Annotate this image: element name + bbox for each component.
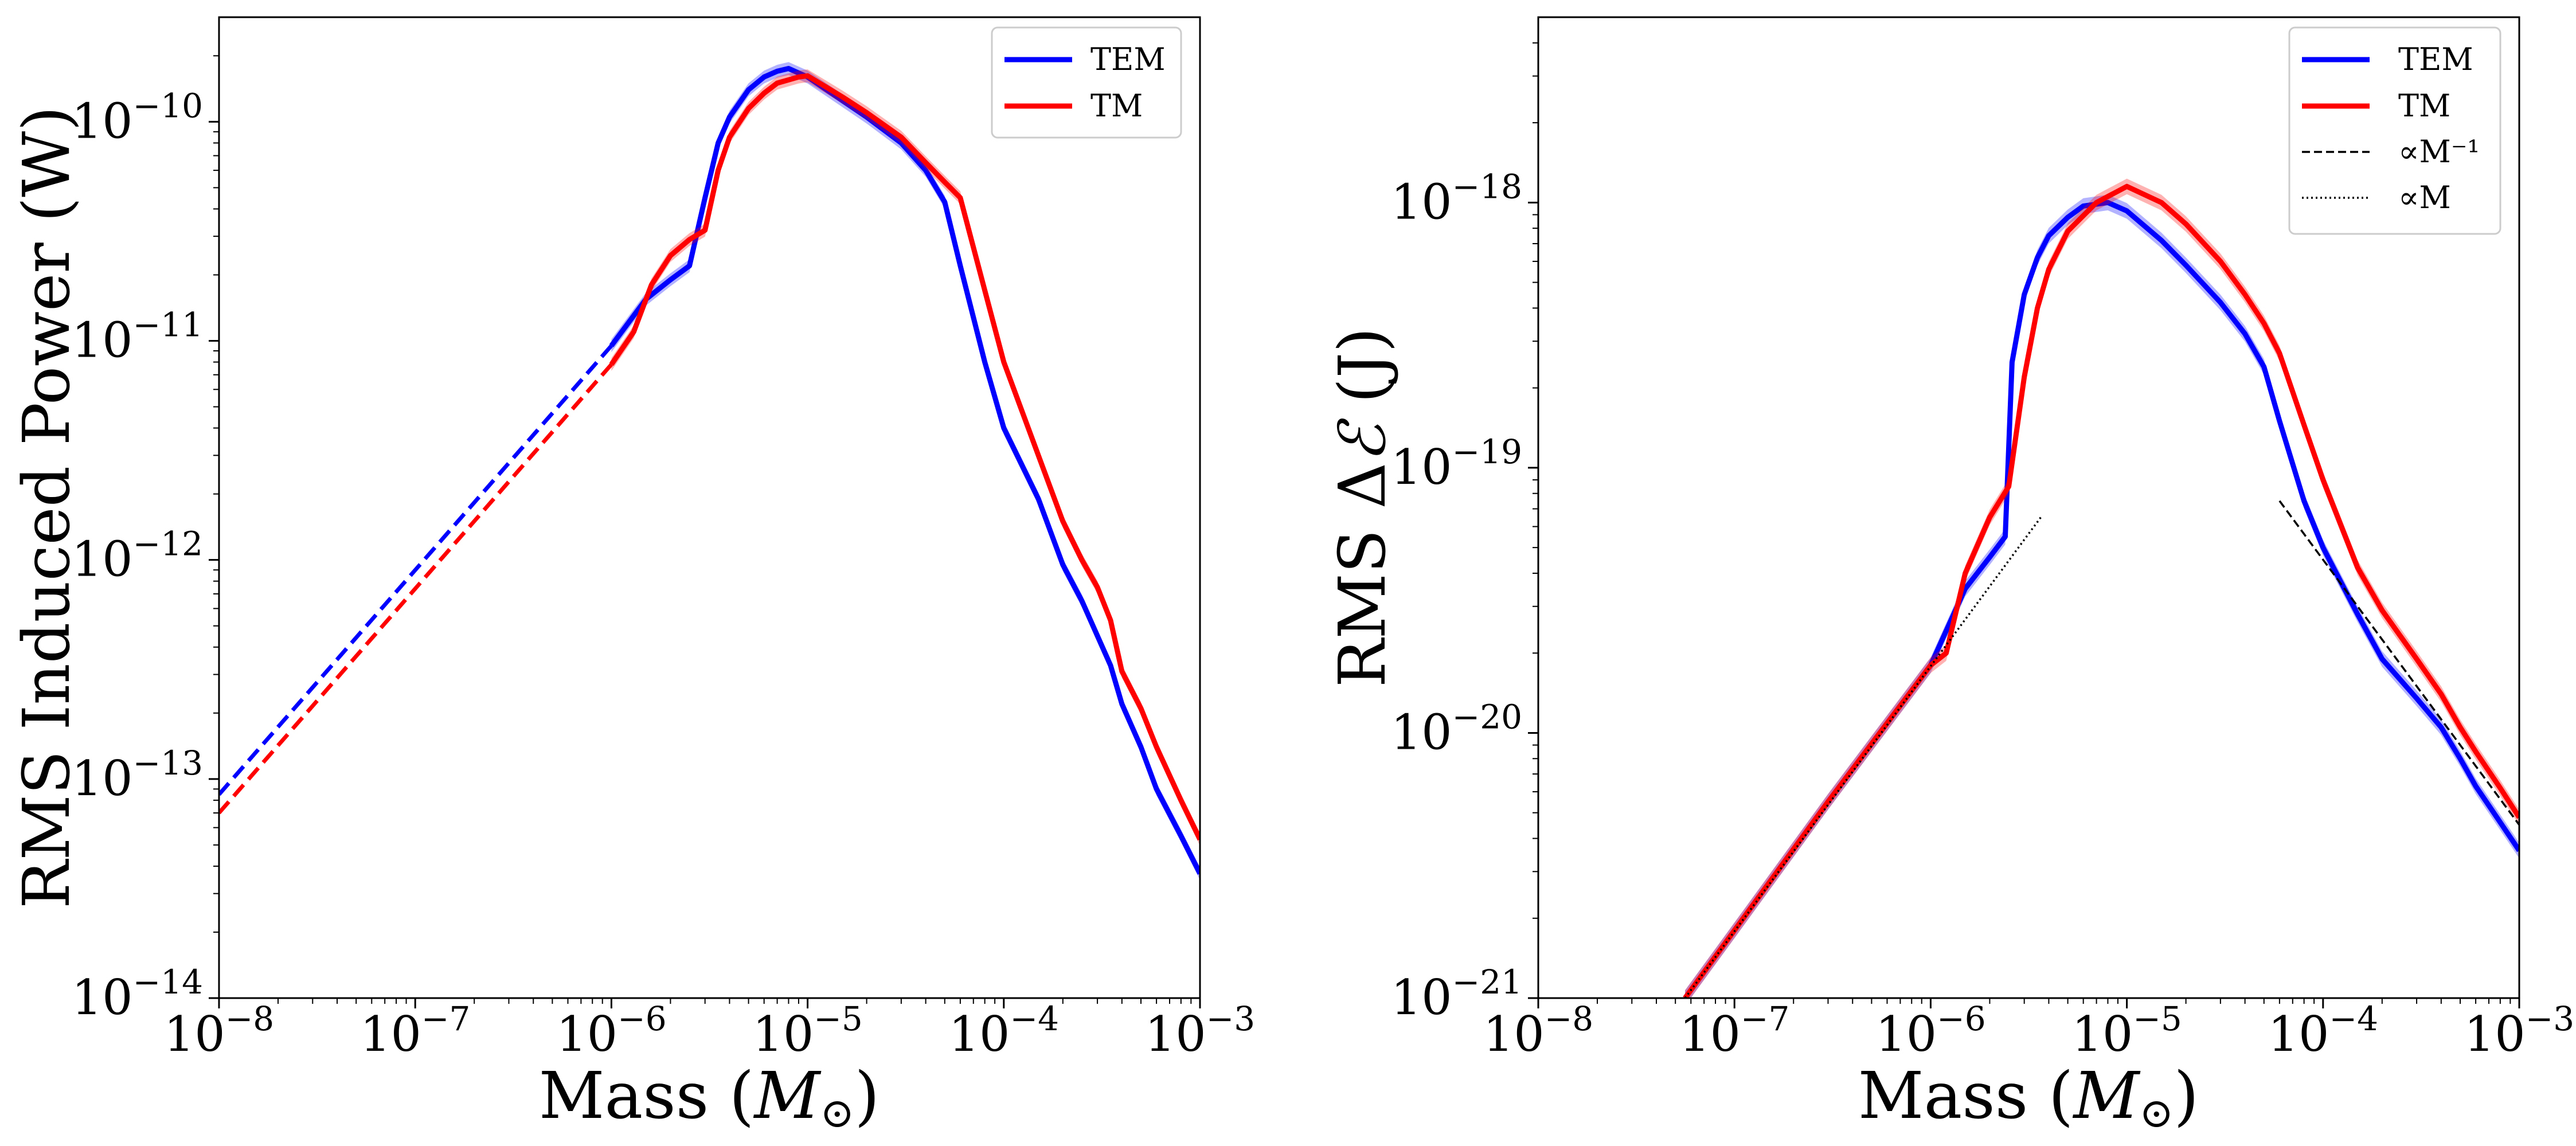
right-plot-lines — [1683, 178, 2519, 998]
series-line-tm-extrapolation — [219, 363, 613, 815]
y-tick-label: 10−18 — [1391, 167, 1522, 230]
x-tick-label: 10−6 — [1875, 999, 1985, 1062]
series-line-tem — [1683, 200, 2519, 998]
left-legend-tm-label: TM — [1090, 88, 1143, 124]
right-legend-mass-label: ∝M — [2398, 179, 2451, 216]
x-tick-label: 10−4 — [2268, 999, 2378, 1062]
right-plot-frame — [1537, 16, 2520, 999]
left-legend-tem-label: TEM — [1090, 41, 1166, 77]
x-tick-label: 10−8 — [164, 999, 274, 1062]
right-legend-box — [2288, 26, 2501, 235]
series-band-tm — [1685, 178, 2519, 998]
y-tick-label: 10−14 — [72, 963, 203, 1026]
plot-area-1 — [1683, 178, 2519, 998]
x-tick-label: 10−6 — [556, 999, 666, 1062]
right-legend-tm-label: TM — [2398, 88, 2450, 124]
series-band-tm — [611, 69, 1200, 846]
y-tick-label: 10−19 — [1391, 432, 1522, 495]
x-tick-label: 10−3 — [2464, 999, 2574, 1062]
series-line-tem-extrapolation — [219, 344, 613, 796]
right-panel: 10−8 10−7 10−6 10−5 10−4 10−3 10−21 10−20 10−19 1… — [1326, 16, 2574, 1137]
left-legend-box — [991, 26, 1182, 139]
y-tick-label: 10−21 — [1391, 963, 1522, 1026]
right-x-axis-label: Mass (M⊙) — [1858, 1059, 2199, 1137]
series-line-inverse-mass-fit — [2278, 500, 2519, 826]
x-tick-label: 10−5 — [2071, 999, 2182, 1062]
left-y-axis-label: RMS Induced Power (W) — [10, 106, 84, 909]
series-line-tm — [1683, 183, 2519, 998]
series-line-tm — [609, 73, 1200, 841]
x-tick-label: 10−7 — [360, 999, 470, 1062]
x-tick-label: 10−3 — [1145, 999, 1255, 1062]
x-tick-label: 10−4 — [949, 999, 1059, 1062]
right-axis-ticks: 10−8 10−7 10−6 10−5 10−4 10−3 10−21 10−20 10−19 1… — [1391, 42, 2574, 1062]
left-axis-ticks: 10−8 10−7 10−6 10−5 10−4 10−3 10−14 10−13 10−12 1… — [72, 55, 1255, 1062]
right-legend-inverse-mass-label: ∝M⁻¹ — [2398, 134, 2480, 170]
series-band-tem — [1685, 194, 2519, 998]
x-tick-label: 10−5 — [752, 999, 862, 1062]
left-legend: TEM TM — [991, 26, 1182, 139]
left-plot-lines — [219, 62, 1200, 881]
right-legend-tem-label: TEM — [2398, 41, 2473, 77]
x-tick-label: 10−7 — [1679, 999, 1789, 1062]
left-plot-frame — [218, 16, 1201, 999]
left-x-axis-label: Mass (M⊙) — [539, 1059, 879, 1137]
right-y-axis-label: RMS Δℰ (J) — [1326, 327, 1400, 687]
series-line-mass-fit — [1684, 515, 2043, 998]
y-tick-label: 10−12 — [72, 525, 203, 588]
right-legend: TEM TM ∝M⁻¹ ∝M — [2288, 26, 2501, 235]
series-line-tem — [609, 66, 1200, 875]
y-tick-label: 10−13 — [72, 744, 203, 807]
left-panel: 10−8 10−7 10−6 10−5 10−4 10−3 10−14 10−13 10−12 1… — [10, 16, 1255, 1137]
series-band-tem — [611, 62, 1200, 881]
x-tick-label: 10−8 — [1483, 999, 1593, 1062]
y-tick-label: 10−20 — [1391, 697, 1522, 760]
y-tick-label: 10−10 — [72, 86, 203, 149]
y-tick-label: 10−11 — [72, 306, 203, 369]
plot-area-0 — [219, 62, 1200, 881]
